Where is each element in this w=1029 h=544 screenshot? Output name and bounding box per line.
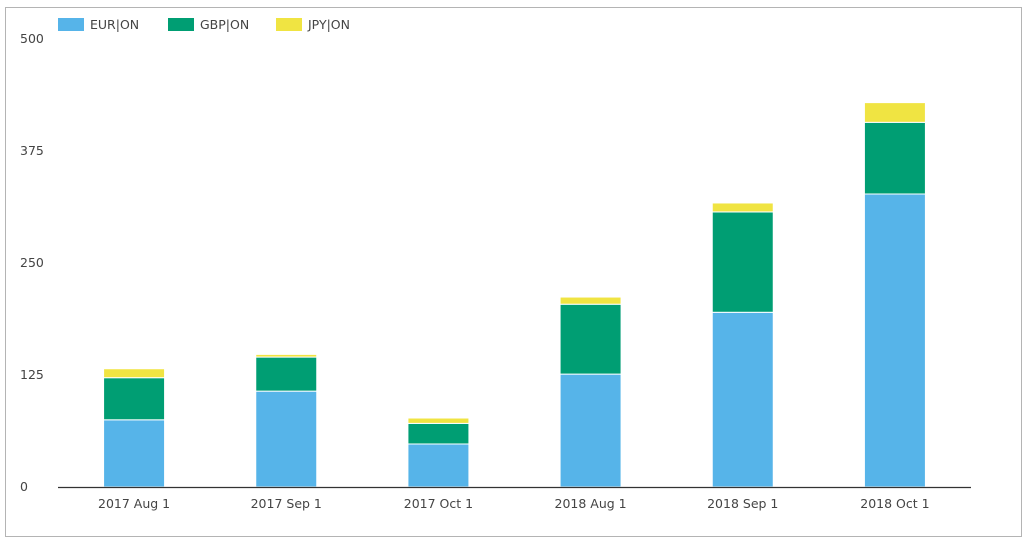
bar-5-1 bbox=[863, 121, 926, 195]
x-tick-label-1: 2017 Sep 1 bbox=[251, 496, 322, 511]
bar-3-1 bbox=[559, 303, 622, 375]
chart-frame bbox=[5, 7, 1022, 537]
y-tick-label-1: 125 bbox=[20, 367, 44, 382]
bar-1-1 bbox=[255, 356, 318, 392]
legend-swatch-1 bbox=[168, 18, 194, 31]
x-tick-label-0: 2017 Aug 1 bbox=[98, 496, 170, 511]
bar-4-2 bbox=[711, 202, 774, 213]
y-tick-label-4: 500 bbox=[20, 31, 44, 46]
y-tick-label-0: 0 bbox=[20, 479, 28, 494]
bar-1-0 bbox=[255, 390, 318, 488]
bar-4-1 bbox=[711, 211, 774, 313]
bar-1-2 bbox=[255, 353, 318, 358]
bar-5-0 bbox=[863, 193, 926, 488]
x-axis: 2017 Aug 1 2017 Sep 1 2017 Oct 1 2018 Aug 1… bbox=[58, 486, 971, 511]
legend-swatch-2 bbox=[276, 18, 302, 31]
x-tick-label-2: 2017 Oct 1 bbox=[404, 496, 473, 511]
y-axis: 0 125 250 375 500 bbox=[20, 31, 44, 494]
bar-2-0 bbox=[407, 443, 470, 488]
legend-label-1: GBP|ON bbox=[200, 17, 249, 32]
bar-4-0 bbox=[711, 311, 774, 488]
bar-0-0 bbox=[103, 419, 166, 488]
y-tick-label-3: 375 bbox=[20, 143, 44, 158]
bars bbox=[103, 102, 926, 488]
bar-5-2 bbox=[863, 102, 926, 123]
bar-0-1 bbox=[103, 377, 166, 421]
legend-label-0: EUR|ON bbox=[90, 17, 139, 32]
bar-2-2 bbox=[407, 417, 470, 424]
x-tick-label-4: 2018 Sep 1 bbox=[707, 496, 778, 511]
bar-3-0 bbox=[559, 373, 622, 488]
legend: EUR|ON GBP|ON JPY|ON bbox=[58, 17, 350, 32]
bar-0-2 bbox=[103, 368, 166, 379]
legend-swatch-0 bbox=[58, 18, 84, 31]
bar-2-1 bbox=[407, 422, 470, 445]
x-tick-label-3: 2018 Aug 1 bbox=[555, 496, 627, 511]
bar-3-2 bbox=[559, 296, 622, 305]
x-tick-label-5: 2018 Oct 1 bbox=[860, 496, 929, 511]
legend-label-2: JPY|ON bbox=[307, 17, 350, 32]
y-tick-label-2: 250 bbox=[20, 255, 44, 270]
